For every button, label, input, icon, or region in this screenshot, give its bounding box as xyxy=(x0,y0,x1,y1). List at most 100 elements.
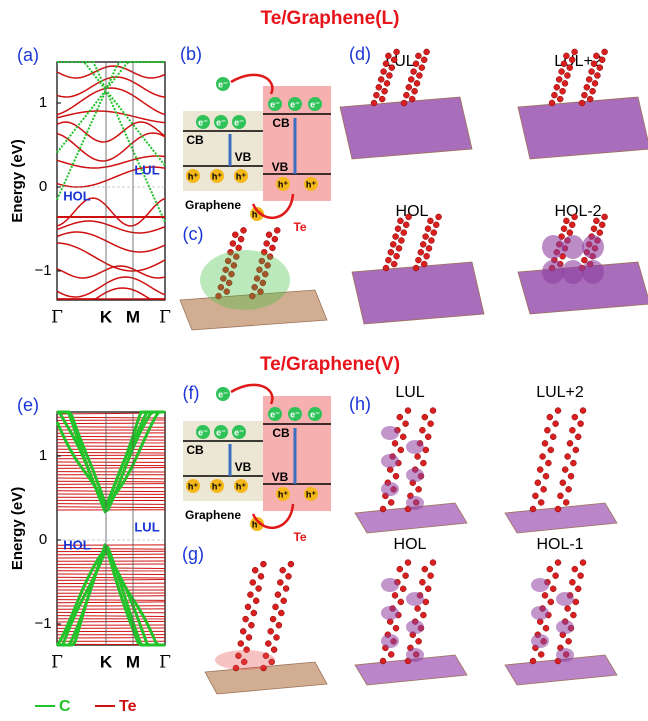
atom xyxy=(428,238,434,244)
x-tick-label: K xyxy=(100,307,113,326)
density xyxy=(215,650,275,670)
atom xyxy=(550,586,556,592)
atom xyxy=(419,65,425,71)
atom xyxy=(567,65,573,71)
atom xyxy=(560,88,566,94)
atom xyxy=(428,421,434,427)
atom xyxy=(561,226,567,232)
atom xyxy=(535,480,541,486)
atom xyxy=(548,447,554,453)
atom xyxy=(420,612,426,618)
atom xyxy=(393,234,399,240)
te-label: Te xyxy=(293,220,306,234)
band-line xyxy=(57,596,165,597)
atom xyxy=(422,414,428,420)
panel-label: (e) xyxy=(17,395,39,415)
orbital-lobe xyxy=(542,235,564,259)
y-tick-label: 0 xyxy=(39,178,47,195)
atom xyxy=(594,73,600,79)
atom xyxy=(562,467,568,473)
atom xyxy=(568,473,574,479)
atom xyxy=(561,61,567,67)
carrier-label: h⁺ xyxy=(188,171,198,181)
slab xyxy=(505,503,617,533)
y-tick-label: −1 xyxy=(34,615,51,632)
legend-label: Te xyxy=(119,698,137,715)
y-axis-label: Energy (eV) xyxy=(9,487,26,570)
atom xyxy=(530,506,536,512)
atom xyxy=(236,245,242,251)
atom xyxy=(371,100,377,106)
atom xyxy=(599,57,605,63)
atom xyxy=(425,226,431,232)
cb-label: CB xyxy=(272,116,290,130)
atom xyxy=(424,253,430,259)
cb-label: CB xyxy=(186,133,204,147)
atom xyxy=(382,88,388,94)
atom xyxy=(553,573,559,579)
orbital-lobe xyxy=(381,634,399,648)
atom xyxy=(572,414,578,420)
carrier-label: e⁻ xyxy=(218,389,228,399)
te-label: Te xyxy=(293,530,306,544)
x-tick-label: K xyxy=(100,652,113,671)
panel-label: (h) xyxy=(349,394,371,414)
atom xyxy=(569,222,575,228)
atom xyxy=(381,69,387,75)
atom xyxy=(542,592,548,598)
atom xyxy=(403,573,409,579)
x-tick-label: Γ xyxy=(159,653,171,673)
atom xyxy=(273,604,279,610)
atom xyxy=(286,573,292,579)
atom xyxy=(403,222,409,228)
orbital-lobe xyxy=(406,592,424,606)
orbital-lobe xyxy=(381,482,399,496)
orbital-lobe xyxy=(582,260,604,284)
atom xyxy=(430,408,436,414)
atom xyxy=(532,493,538,499)
atom xyxy=(433,222,439,228)
atom xyxy=(276,622,282,628)
orbital-lobe xyxy=(381,454,399,468)
x-tick-label: Γ xyxy=(51,308,63,328)
graphene-label: Graphene xyxy=(185,508,241,522)
atom xyxy=(430,560,436,566)
carrier-label: h⁺ xyxy=(236,481,246,491)
orbital-lobe xyxy=(381,606,399,620)
atom xyxy=(248,622,254,628)
atom xyxy=(573,447,579,453)
vb-label: VB xyxy=(235,460,252,474)
atom xyxy=(277,579,283,585)
orbital-lobe xyxy=(406,440,424,454)
atom xyxy=(555,560,561,566)
atom xyxy=(241,227,247,233)
panel-label: (f) xyxy=(183,383,200,403)
atom xyxy=(388,651,394,657)
atom xyxy=(243,616,249,622)
atom xyxy=(383,265,389,271)
atom xyxy=(270,616,276,622)
atom xyxy=(579,100,585,106)
atom xyxy=(288,561,294,567)
atom xyxy=(559,69,565,75)
atom xyxy=(550,434,556,440)
atom xyxy=(419,427,425,433)
panel-label: (c) xyxy=(183,224,204,244)
atom xyxy=(393,625,399,631)
atom xyxy=(569,57,575,63)
carrier-label: e⁻ xyxy=(290,409,300,419)
atom xyxy=(570,460,576,466)
atom xyxy=(281,598,287,604)
panel-label: (g) xyxy=(182,544,204,564)
atom xyxy=(602,49,608,55)
atom xyxy=(538,651,544,657)
atom xyxy=(380,506,386,512)
atom xyxy=(384,80,390,86)
atom xyxy=(565,454,571,460)
atom xyxy=(421,261,427,267)
atom xyxy=(593,218,599,224)
atom xyxy=(411,69,417,75)
atom xyxy=(395,226,401,232)
orbital-lobe xyxy=(381,578,399,592)
carrier-label: h⁺ xyxy=(306,179,316,189)
